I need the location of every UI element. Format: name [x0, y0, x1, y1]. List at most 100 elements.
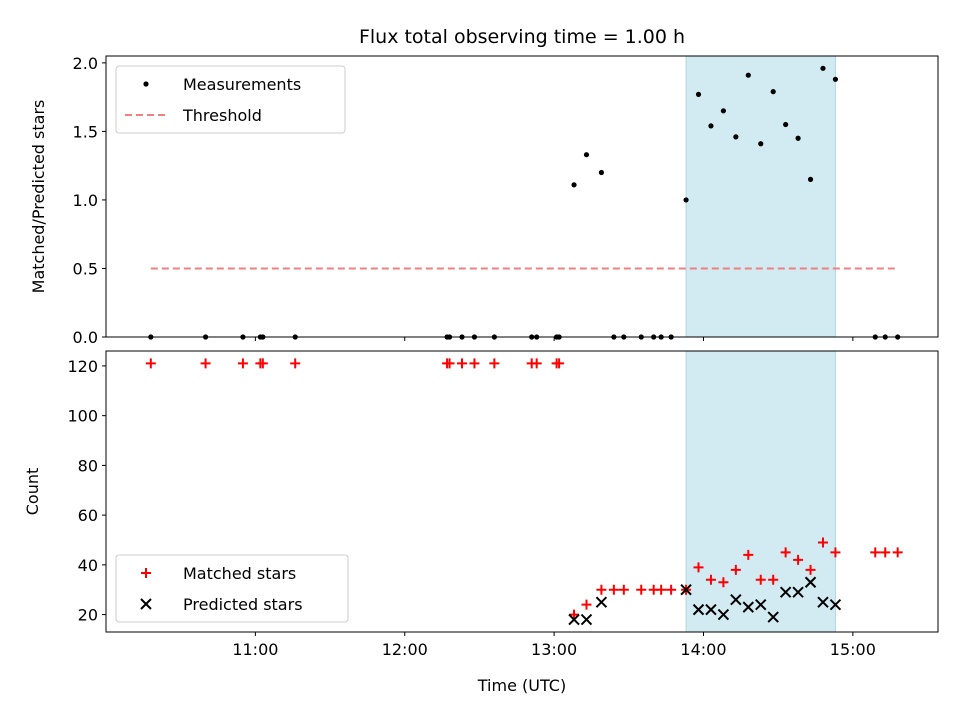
- data-point: [742, 601, 755, 613]
- data-point: [554, 358, 565, 369]
- data-point: [705, 574, 716, 585]
- data-point: [830, 547, 841, 558]
- y-tick-label: 40: [78, 556, 98, 575]
- x-tick-label: 11:00: [232, 640, 278, 659]
- x-axis: 11:00 12:00 13:00 14:00 15:00 Time (UTC): [232, 632, 876, 695]
- legend-box: [115, 65, 346, 134]
- y-tick-label: 60: [78, 506, 98, 525]
- legend-item: Measurements: [143, 75, 301, 94]
- x-axis: [254, 337, 854, 341]
- data-point: [783, 121, 789, 128]
- data-point: [780, 547, 791, 558]
- data-point: [768, 574, 779, 585]
- data-point: [730, 564, 741, 575]
- y-tick-label: 120: [67, 357, 98, 376]
- legend-label: Measurements: [183, 75, 301, 94]
- x-tick-label: 13:00: [531, 640, 577, 659]
- data-point: [693, 562, 704, 573]
- data-point: [804, 576, 817, 588]
- data-point: [636, 584, 647, 595]
- legend: Matched stars Predicted stars: [115, 554, 349, 623]
- data-point: [817, 596, 829, 608]
- y-tick-label: 20: [78, 606, 98, 625]
- data-point: [568, 613, 580, 626]
- data-point: [489, 358, 500, 369]
- data-point: [705, 603, 717, 616]
- legend: Measurements Threshold: [115, 65, 346, 134]
- y-tick-label: 100: [67, 407, 98, 426]
- data-point: [743, 549, 754, 560]
- data-point: [531, 358, 542, 369]
- series-matched-stars: [145, 358, 903, 620]
- y-tick-label: 1.5: [73, 122, 98, 141]
- data-point: [200, 358, 211, 369]
- data-point: [745, 72, 751, 78]
- data-point: [444, 358, 455, 369]
- y-tick-label: 0.5: [73, 259, 98, 278]
- data-point: [695, 91, 702, 97]
- axes-frame: [105, 55, 939, 338]
- data-point: [733, 134, 739, 140]
- data-point: [692, 603, 705, 616]
- y-axis: 20 40 60 80 100 120 Count: [23, 357, 106, 625]
- data-point: [717, 608, 730, 621]
- data-point: [581, 599, 592, 610]
- data-point: [755, 598, 767, 611]
- legend-item: Predicted stars: [140, 595, 303, 614]
- data-point: [792, 586, 804, 598]
- data-point: [758, 141, 764, 147]
- axes-frame: [105, 350, 939, 633]
- data-point: [730, 593, 742, 606]
- data-point: [143, 81, 149, 87]
- data-point: [469, 358, 480, 369]
- data-point: [820, 65, 826, 71]
- data-point: [770, 89, 776, 95]
- data-point: [569, 609, 580, 620]
- data-point: [755, 574, 766, 585]
- data-point: [290, 358, 301, 369]
- data-point: [257, 358, 268, 369]
- data-point: [595, 596, 608, 608]
- data-point: [807, 176, 814, 182]
- data-point: [580, 613, 593, 626]
- observing-window-span: [685, 350, 836, 633]
- data-point: [793, 554, 804, 565]
- data-point: [141, 568, 151, 578]
- x-axis-label: Time (UTC): [477, 676, 566, 695]
- y-axis-label: Matched/Predicted stars: [29, 100, 48, 294]
- data-point: [779, 586, 792, 598]
- data-point: [795, 135, 801, 141]
- data-point: [608, 584, 619, 595]
- y-tick-label: 0.0: [73, 328, 98, 347]
- data-point: [680, 584, 692, 596]
- y-tick-label: 80: [78, 456, 98, 475]
- data-point: [832, 76, 839, 82]
- y-tick-label: 2.0: [73, 54, 98, 73]
- data-point: [817, 537, 828, 548]
- data-point: [718, 577, 729, 588]
- legend-label: Matched stars: [183, 564, 296, 583]
- data-point: [140, 598, 152, 610]
- data-point: [805, 564, 816, 575]
- data-point: [767, 611, 779, 623]
- data-point: [598, 169, 605, 176]
- x-tick-label: 12:00: [382, 640, 428, 659]
- data-point: [618, 584, 629, 595]
- data-point: [683, 197, 689, 203]
- data-point: [583, 152, 590, 158]
- data-point: [145, 358, 156, 369]
- series-predicted-stars: [568, 576, 842, 626]
- data-point: [237, 358, 248, 369]
- data-point: [720, 108, 727, 114]
- legend-label: Predicted stars: [183, 595, 303, 614]
- data-point: [870, 547, 881, 558]
- x-tick-label: 14:00: [680, 640, 726, 659]
- data-point: [829, 598, 842, 611]
- data-point: [666, 584, 677, 595]
- data-point: [571, 182, 577, 188]
- data-point: [457, 358, 468, 369]
- chart-title: Flux total observing time = 1.00 h: [359, 26, 685, 48]
- y-axis: 0.0 0.5 1.0 1.5 2.0 Matched/Predicted stars: [29, 54, 106, 347]
